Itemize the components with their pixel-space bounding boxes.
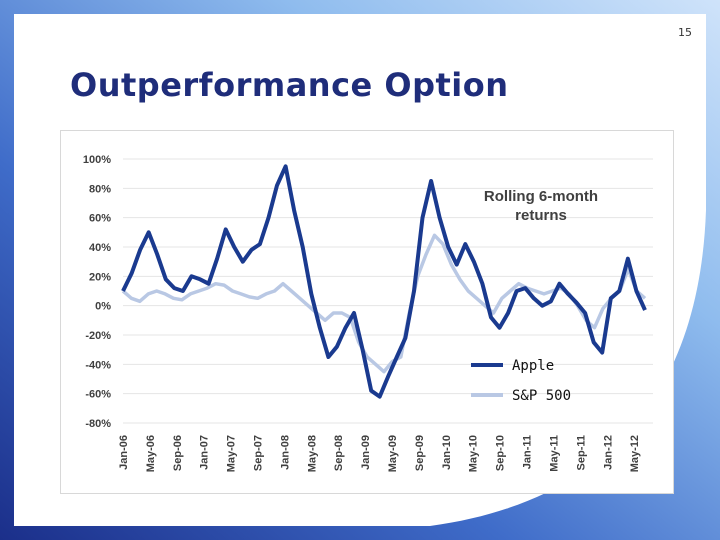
x-tick-label: Jan-12 <box>602 435 614 470</box>
x-tick-label: Jan-07 <box>199 435 211 470</box>
x-tick-label: May-06 <box>145 435 157 472</box>
chart-annotation: Rolling 6-month returns <box>484 188 598 224</box>
series-layer <box>121 164 647 399</box>
x-tick-label: Jan-09 <box>360 435 372 470</box>
x-tick-label: Sep-07 <box>253 435 265 471</box>
x-tick-label: Sep-09 <box>414 435 426 471</box>
x-tick-label: May-08 <box>306 435 318 472</box>
x-tick-label: May-09 <box>387 435 399 472</box>
y-axis-ticks: 100% 80% 60% 40% 20% 0% -20% -40% -60% -80% <box>83 154 111 430</box>
grid-layer <box>123 158 653 424</box>
x-tick-label: Sep-11 <box>575 435 587 470</box>
x-tick-label: Sep-08 <box>333 435 345 471</box>
rolling-returns-chart: 100% 80% 60% 40% 20% 0% -20% -40% -60% -80% Jan-0… <box>83 154 653 472</box>
x-tick-label: Sep-10 <box>495 435 507 471</box>
page-number: 15 <box>678 26 692 39</box>
legend-label-sp500: S&P 500 <box>512 388 571 404</box>
x-tick-label: Jan-11 <box>522 435 534 469</box>
y-tick-label: 60% <box>89 213 111 225</box>
y-tick-label: -40% <box>85 359 111 371</box>
x-axis-ticks: Jan-06 May-06 Sep-06 Jan-07 May-07 Sep-07 Jan-… <box>118 435 641 472</box>
annotation-line-1: Rolling 6-month <box>484 188 598 205</box>
x-tick-label: Jan-10 <box>441 435 453 470</box>
x-tick-label: Jan-08 <box>279 435 291 470</box>
y-tick-label: -20% <box>85 330 111 342</box>
y-tick-label: 80% <box>89 183 111 195</box>
slide-title: Outperformance Option <box>70 66 509 104</box>
y-tick-label: 40% <box>89 242 111 254</box>
chart-frame: 100% 80% 60% 40% 20% 0% -20% -40% -60% -80% Jan-0… <box>60 130 674 494</box>
annotation-line-2: returns <box>515 207 567 224</box>
y-tick-label: -80% <box>85 418 111 430</box>
chart-legend: Apple S&P 500 <box>471 358 571 404</box>
series-line-apple <box>121 164 647 399</box>
y-tick-label: 0% <box>95 301 111 313</box>
x-tick-label: Sep-06 <box>172 435 184 471</box>
x-tick-label: May-07 <box>226 435 238 472</box>
y-tick-label: 20% <box>89 271 111 283</box>
x-tick-label: May-12 <box>629 435 641 472</box>
y-tick-label: -60% <box>85 389 111 401</box>
legend-label-apple: Apple <box>512 358 554 374</box>
x-tick-label: May-11 <box>548 435 560 472</box>
series-line-sp500 <box>121 233 647 374</box>
y-tick-label: 100% <box>83 154 111 166</box>
x-tick-label: Jan-06 <box>118 435 130 470</box>
x-tick-label: May-10 <box>468 435 480 472</box>
